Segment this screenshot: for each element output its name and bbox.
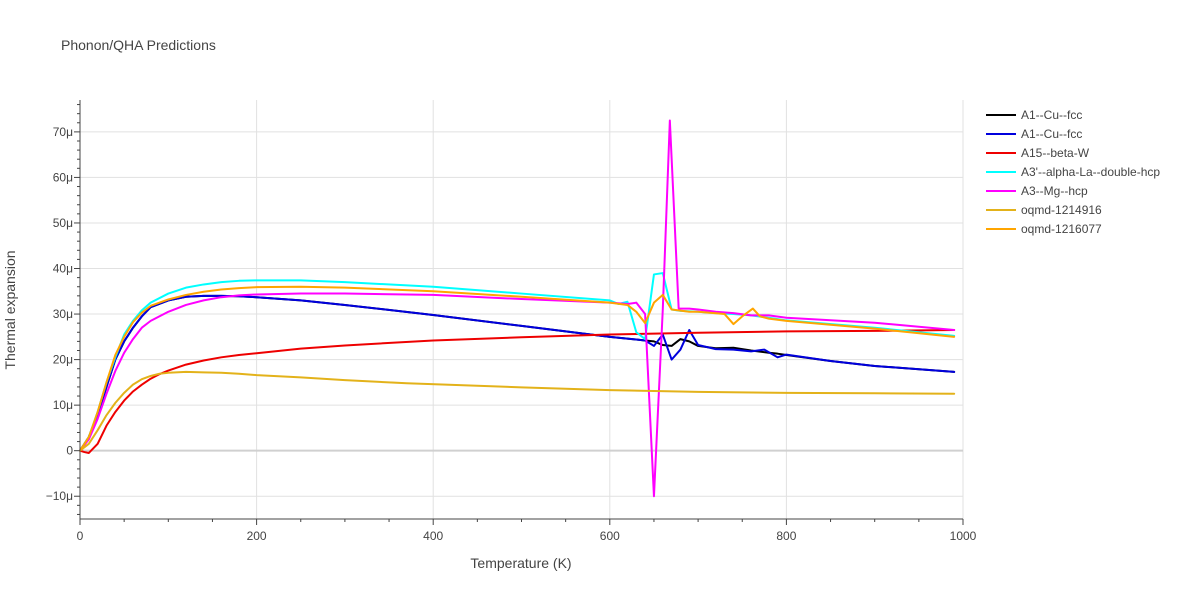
legend-label: oqmd-1214916 bbox=[1021, 203, 1102, 217]
legend-item-1[interactable]: A1--Cu--fcc bbox=[986, 108, 1082, 122]
y-tick-label: 40μ bbox=[53, 262, 73, 276]
legend-item-3[interactable]: A15--beta-W bbox=[986, 146, 1090, 160]
chart-title: Phonon/QHA Predictions bbox=[61, 37, 216, 53]
x-tick-label: 1000 bbox=[950, 529, 977, 543]
series-line-5[interactable] bbox=[79, 119, 956, 498]
plot-area[interactable] bbox=[79, 119, 956, 498]
series-line-7[interactable] bbox=[79, 285, 956, 452]
grid bbox=[80, 100, 964, 519]
legend-label: A15--beta-W bbox=[1021, 146, 1090, 160]
x-tick-label: 800 bbox=[776, 529, 796, 543]
legend-label: A3--Mg--hcp bbox=[1021, 184, 1088, 198]
y-tick-label: 20μ bbox=[53, 353, 73, 367]
legend-item-2[interactable]: A1--Cu--fcc bbox=[986, 127, 1082, 141]
x-tick-label: 400 bbox=[423, 529, 443, 543]
series-line-2[interactable] bbox=[79, 294, 956, 452]
y-tick-label: 60μ bbox=[53, 170, 73, 184]
y-tick-label: 30μ bbox=[53, 307, 73, 321]
y-tick-label: −10μ bbox=[46, 489, 73, 503]
legend-label: oqmd-1216077 bbox=[1021, 222, 1102, 236]
y-tick-label: 10μ bbox=[53, 398, 73, 412]
x-tick-label: 0 bbox=[77, 529, 84, 543]
legend-item-5[interactable]: A3--Mg--hcp bbox=[986, 184, 1088, 198]
legend-label: A1--Cu--fcc bbox=[1021, 127, 1082, 141]
x-tick-label: 200 bbox=[247, 529, 267, 543]
legend-label: A3'--alpha-La--double-hcp bbox=[1021, 165, 1160, 179]
y-tick-label: 70μ bbox=[53, 125, 73, 139]
x-tick-labels: 0 200 400 600 800 1000 bbox=[77, 529, 977, 543]
legend[interactable]: A1--Cu--fcc A1--Cu--fcc A15--beta-W A3'--al… bbox=[986, 108, 1160, 236]
legend-item-4[interactable]: A3'--alpha-La--double-hcp bbox=[986, 165, 1160, 179]
x-axis-title: Temperature (K) bbox=[470, 555, 571, 571]
y-tick-label: 0 bbox=[66, 444, 73, 458]
y-tick-labels: −10μ 0 10μ 20μ 30μ 40μ 50μ 60μ 70μ bbox=[46, 125, 74, 503]
axes bbox=[74, 100, 964, 525]
legend-item-6[interactable]: oqmd-1214916 bbox=[986, 203, 1102, 217]
series-line-3[interactable] bbox=[79, 328, 956, 454]
legend-item-7[interactable]: oqmd-1216077 bbox=[986, 222, 1102, 236]
y-axis-title: Thermal expansion bbox=[2, 250, 18, 369]
x-tick-label: 600 bbox=[600, 529, 620, 543]
legend-label: A1--Cu--fcc bbox=[1021, 108, 1082, 122]
y-tick-label: 50μ bbox=[53, 216, 73, 230]
series-line-6[interactable] bbox=[79, 370, 956, 452]
